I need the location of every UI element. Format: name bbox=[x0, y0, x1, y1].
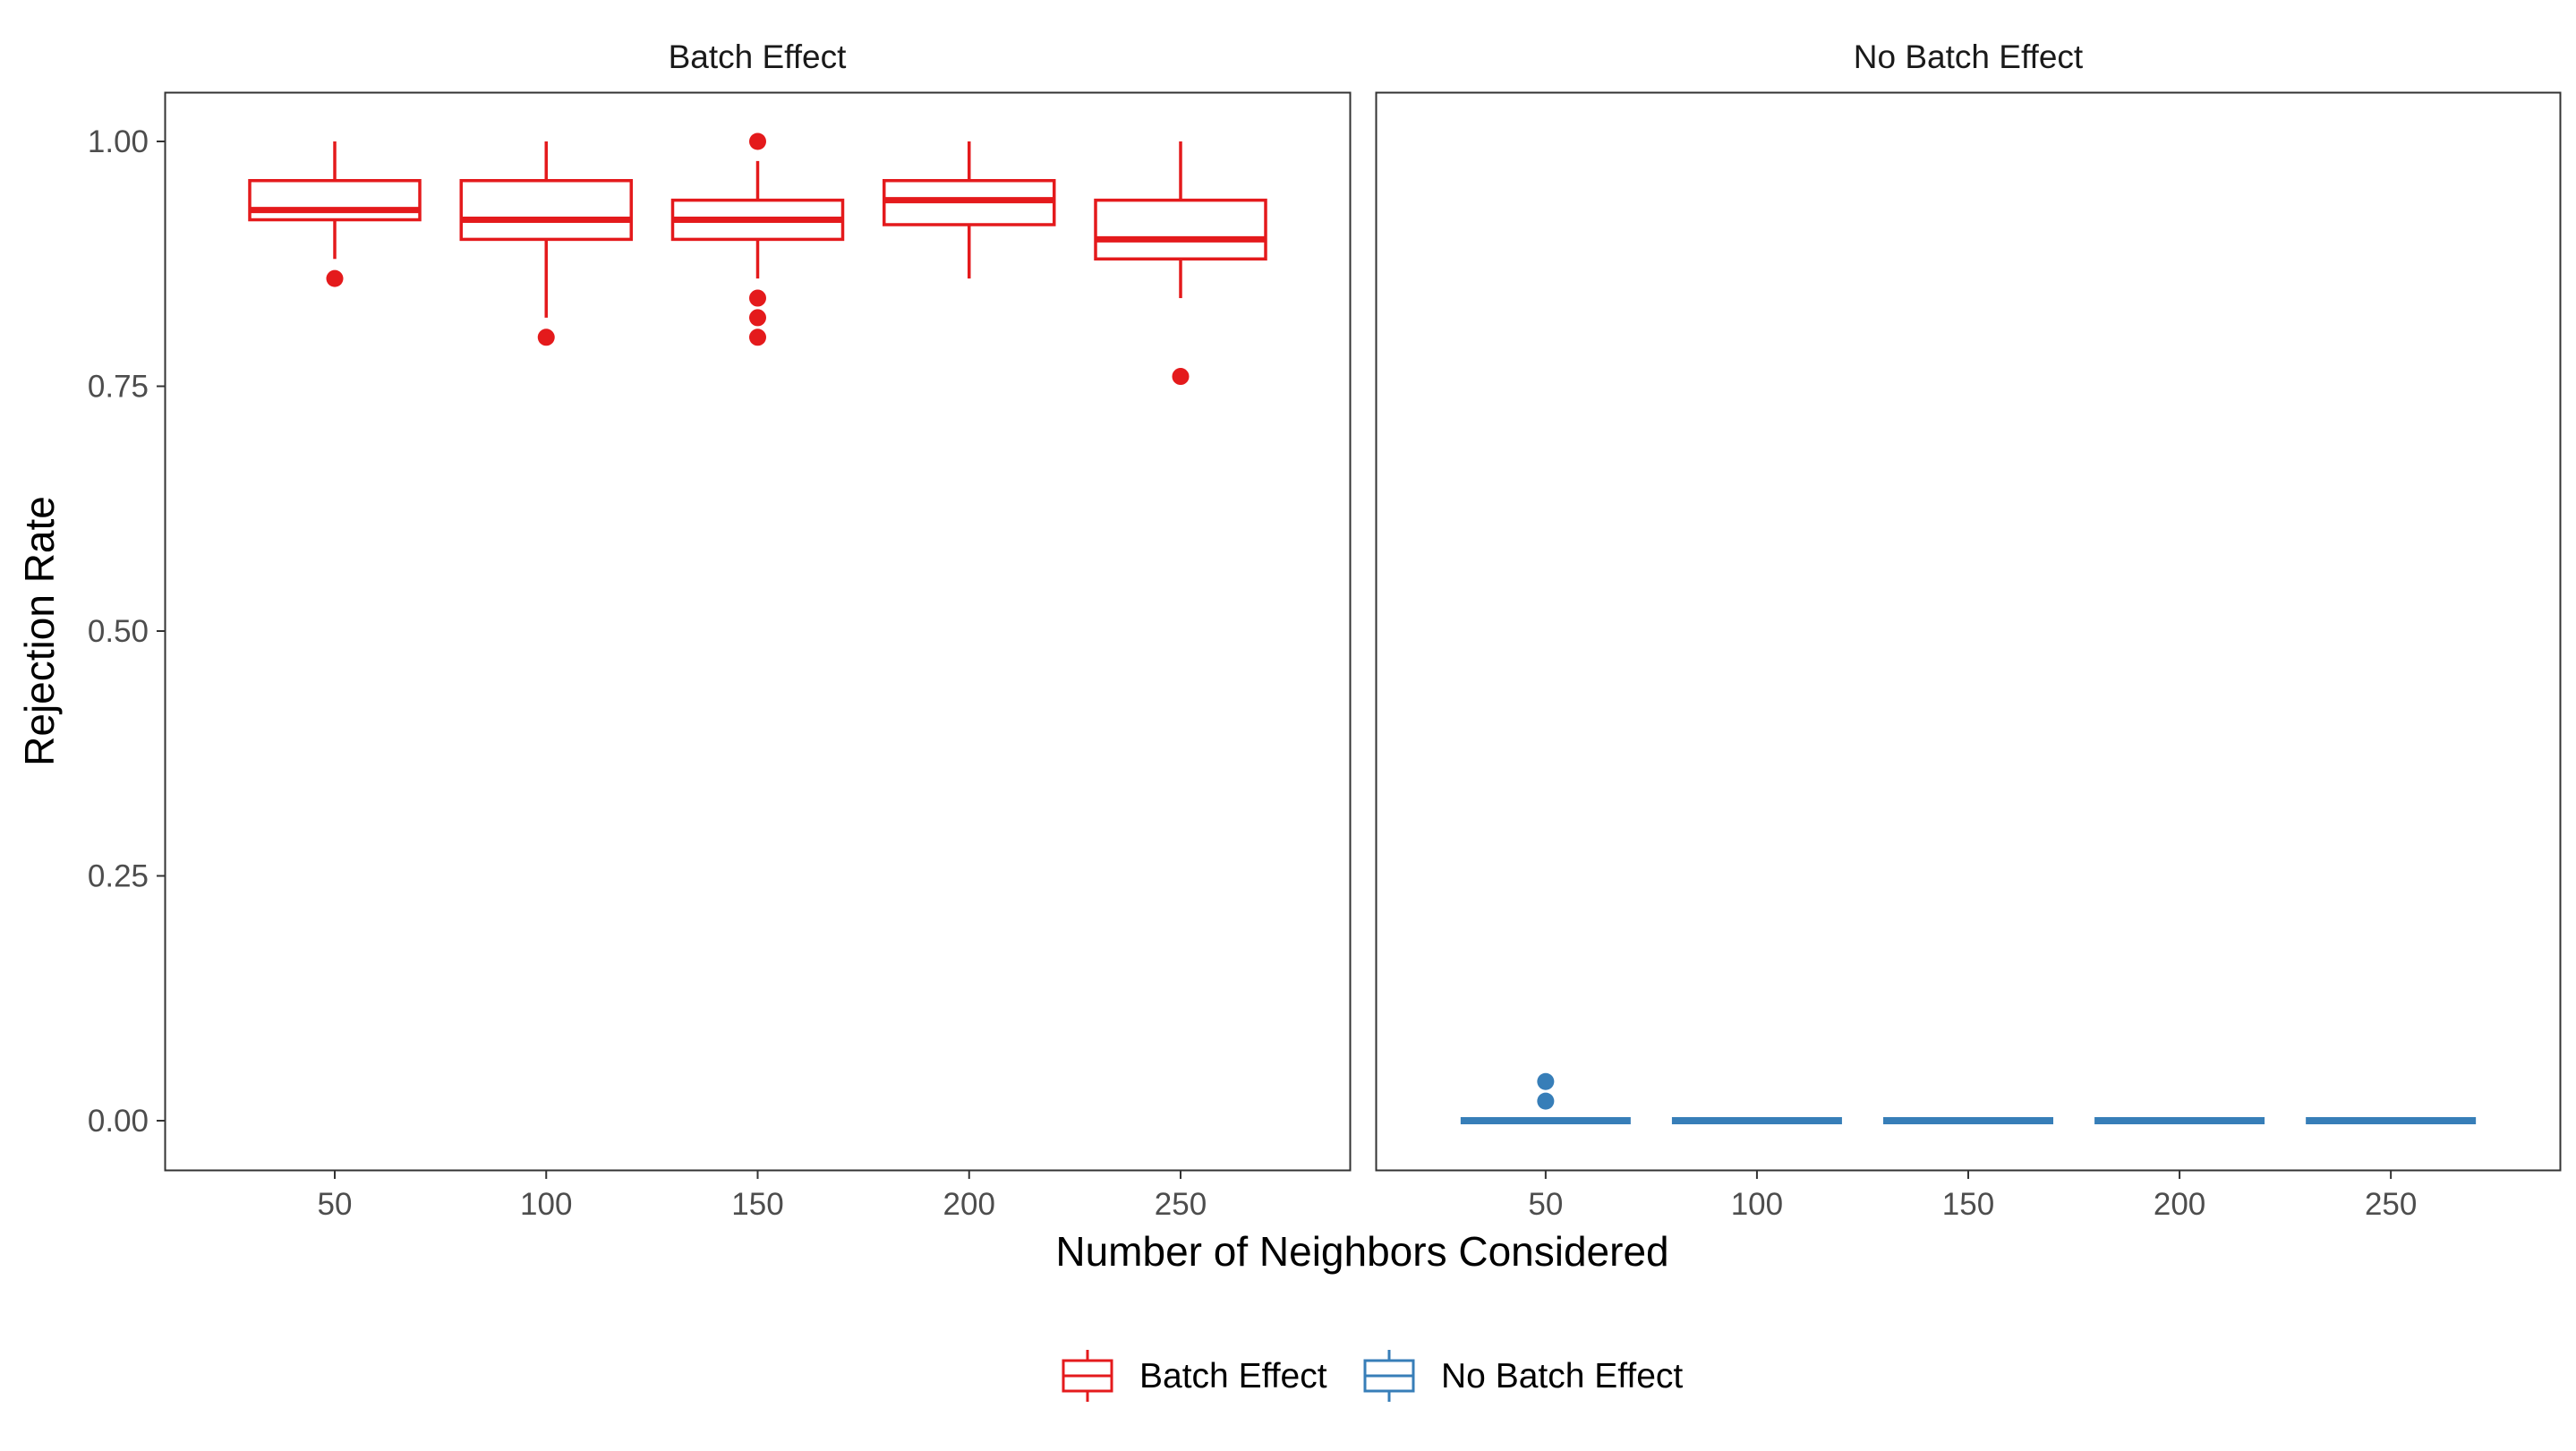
outlier-point bbox=[1537, 1092, 1555, 1110]
legend-key-batch-effect bbox=[1062, 1350, 1113, 1402]
x-axis-no-batch-effect: 50 100 150 200 250 bbox=[1528, 1170, 2417, 1222]
x-tick-label: 250 bbox=[1155, 1187, 1207, 1222]
y-axis: 0.00 0.25 0.50 0.75 1.00 bbox=[88, 124, 166, 1139]
box-200 bbox=[883, 141, 1056, 279]
box-50 bbox=[248, 141, 422, 287]
x-axis-title: Number of Neighbors Considered bbox=[1055, 1228, 1668, 1275]
panel-strip-no-batch-effect: No Batch Effect bbox=[1854, 38, 2084, 75]
outlier-point bbox=[749, 329, 766, 346]
x-tick-label: 100 bbox=[520, 1187, 572, 1222]
x-tick-label: 150 bbox=[1942, 1187, 1994, 1222]
boxes-batch-effect bbox=[248, 132, 1267, 386]
x-tick-label: 150 bbox=[731, 1187, 783, 1222]
box-150 bbox=[670, 132, 845, 346]
legend: Batch Effect No Batch Effect bbox=[1062, 1350, 1683, 1402]
x-tick-label: 200 bbox=[943, 1187, 995, 1222]
legend-label-no-batch-effect: No Batch Effect bbox=[1441, 1357, 1683, 1396]
panel-strip-batch-effect: Batch Effect bbox=[669, 38, 848, 75]
y-tick-label: 0.25 bbox=[88, 859, 149, 894]
outlier-point bbox=[1537, 1072, 1555, 1090]
outlier-point bbox=[749, 132, 766, 150]
outlier-point bbox=[749, 289, 766, 307]
y-axis-title: Rejection Rate bbox=[16, 496, 63, 766]
x-tick-label: 100 bbox=[1731, 1187, 1783, 1222]
box-100 bbox=[459, 141, 633, 346]
y-tick-label: 0.50 bbox=[88, 614, 149, 649]
outlier-point bbox=[537, 329, 555, 346]
x-tick-label: 250 bbox=[2365, 1187, 2417, 1222]
y-tick-label: 1.00 bbox=[88, 124, 149, 159]
outlier-point bbox=[1172, 368, 1190, 386]
box-50 bbox=[1460, 1072, 1631, 1124]
box-iqr bbox=[1094, 198, 1267, 261]
y-tick-label: 0.00 bbox=[88, 1104, 149, 1139]
x-tick-label: 200 bbox=[2154, 1187, 2205, 1222]
x-axis-batch-effect: 50 100 150 200 250 bbox=[318, 1170, 1207, 1222]
box-iqr bbox=[248, 179, 422, 222]
x-tick-label: 50 bbox=[318, 1187, 353, 1222]
y-tick-label: 0.75 bbox=[88, 370, 149, 405]
boxes-no-batch-effect bbox=[1460, 1072, 2477, 1124]
box-250 bbox=[1094, 141, 1267, 386]
x-tick-label: 50 bbox=[1528, 1187, 1563, 1222]
outlier-point bbox=[326, 269, 344, 287]
legend-label-batch-effect: Batch Effect bbox=[1139, 1357, 1327, 1396]
legend-key-no-batch-effect bbox=[1363, 1350, 1415, 1402]
outlier-point bbox=[749, 309, 766, 327]
box-iqr bbox=[459, 179, 633, 242]
